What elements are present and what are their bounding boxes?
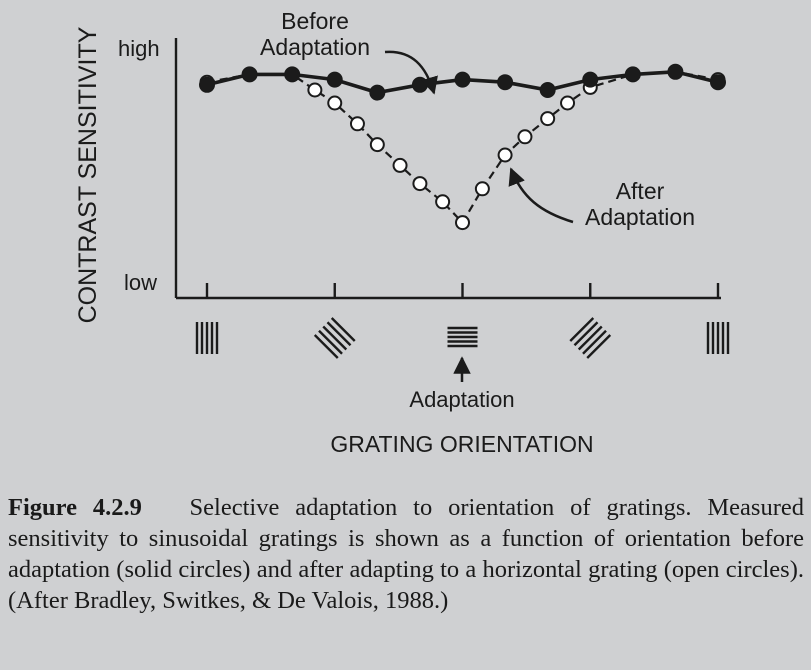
after-adaptation-point-7 <box>392 157 408 173</box>
after-adaptation-point-11 <box>474 181 490 197</box>
before-adaptation-point-9 <box>582 71 599 88</box>
before-adaptation-point-7 <box>497 74 514 91</box>
annotation-before-arrow <box>384 50 438 95</box>
before-adaptation-point-2 <box>284 66 301 83</box>
before-adaptation-point-10 <box>624 66 641 83</box>
after-adaptation-point-12 <box>497 147 513 163</box>
grating-vertical-right-icon <box>706 322 730 354</box>
figure: CONTRAST SENSITIVITY high low Before Adap… <box>74 8 730 457</box>
after-adaptation-point-13 <box>517 129 533 145</box>
caption-label: Figure 4.2.9 <box>8 494 142 521</box>
annotation-before-label: Before Adaptation <box>260 8 370 60</box>
after-adaptation-point-9 <box>435 194 451 210</box>
after-adaptation-point-5 <box>349 116 365 132</box>
before-adaptation-point-8 <box>539 82 556 98</box>
x-axis-label: GRATING ORIENTATION <box>330 431 593 457</box>
annotation-after: After Adaptation <box>508 167 695 230</box>
x-ticks <box>205 283 720 298</box>
figure-caption: Figure 4.2.9 Selective adaptation to ori… <box>8 492 804 616</box>
before-adaptation-point-0 <box>199 76 215 93</box>
adaptation-label: Adaptation <box>409 387 514 412</box>
y-tick-low: low <box>124 270 157 295</box>
adaptation-marker: Adaptation <box>409 356 515 412</box>
y-axis-label: CONTRAST SENSITIVITY <box>74 26 102 323</box>
before-adaptation-point-11 <box>667 63 684 80</box>
annotation-after-arrow <box>508 167 574 224</box>
before-adaptation-point-4 <box>369 84 386 101</box>
before-adaptation-point-1 <box>241 66 258 83</box>
after-adaptation-point-15 <box>560 95 576 111</box>
grating-horizontal-icon <box>447 326 478 348</box>
y-tick-high: high <box>118 36 160 61</box>
after-adaptation-point-14 <box>540 111 556 127</box>
series-before-adaptation <box>199 63 726 101</box>
axes <box>174 38 721 300</box>
before-adaptation-point-12 <box>710 74 726 91</box>
annotation-before: Before Adaptation <box>260 8 438 95</box>
grating-oblique-right-icon <box>569 317 612 359</box>
before-adaptation-point-6 <box>454 71 471 88</box>
after-adaptation-point-8 <box>412 176 428 192</box>
before-adaptation-point-5 <box>411 76 428 93</box>
after-adaptation-point-4 <box>327 95 343 111</box>
before-adaptation-point-3 <box>326 71 343 88</box>
after-adaptation-point-10 <box>455 215 470 231</box>
after-adaptation-point-6 <box>369 137 385 153</box>
after-adaptation-point-3 <box>307 82 323 98</box>
grating-oblique-left-icon <box>313 317 356 359</box>
annotation-after-label: After Adaptation <box>585 178 695 230</box>
grating-vertical-left-icon <box>195 322 219 354</box>
grating-icons <box>195 317 730 359</box>
caption-text: Selective adaptation to orientation of g… <box>8 494 805 614</box>
